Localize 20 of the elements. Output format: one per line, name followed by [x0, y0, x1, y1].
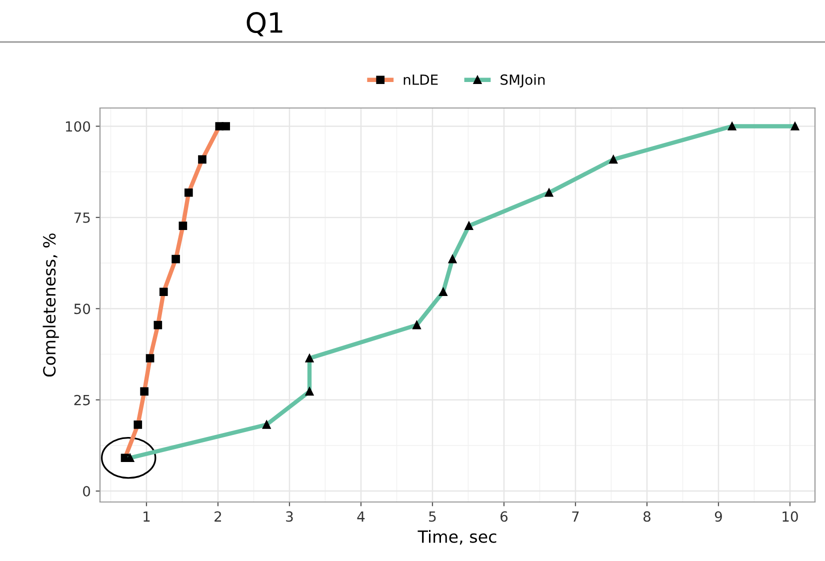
y-tick-label: 100: [66, 121, 90, 132]
x-tick-label: 5: [429, 511, 436, 522]
x-tick-label: 6: [500, 511, 508, 522]
x-tick-label: 10: [782, 511, 798, 522]
x-axis-title: Time, sec: [418, 530, 496, 545]
y-tick-label: 75: [74, 212, 90, 223]
x-tick-label: 2: [214, 511, 221, 522]
y-tick-label: 50: [74, 304, 90, 314]
y-axis-title: Completeness, %: [42, 233, 59, 377]
x-tick-label: 1: [144, 511, 150, 522]
x-tick-label: 7: [572, 511, 579, 522]
legend-label: SMJoin: [500, 74, 545, 88]
x-tick-label: 9: [714, 511, 722, 522]
legend-label: nLDE: [404, 74, 438, 85]
x-tick-label: 3: [286, 511, 293, 522]
x-tick-label: 4: [357, 511, 365, 522]
x-tick-label: 8: [644, 511, 650, 522]
y-tick-label: 25: [74, 394, 90, 406]
y-tick-label: 0: [83, 486, 90, 497]
chart-title: Q1: [246, 12, 282, 36]
